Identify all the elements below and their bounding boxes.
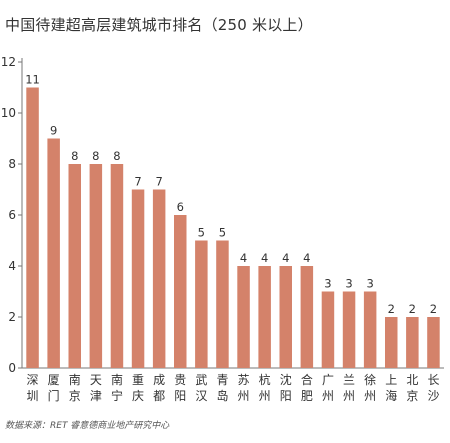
data-label: 4 <box>282 251 289 265</box>
data-label: 4 <box>303 251 310 265</box>
category-label: 天 <box>90 373 102 387</box>
data-label: 11 <box>25 73 40 87</box>
source-note: 数据来源：RET 睿意德商业地产研究中心 <box>5 421 170 431</box>
category-label: 州 <box>364 389 376 403</box>
category-label: 青 <box>216 373 228 387</box>
category-label: 汉 <box>195 389 207 403</box>
bar <box>89 164 103 368</box>
bar <box>385 317 398 368</box>
data-label: 2 <box>430 302 437 316</box>
category-label: 津 <box>90 389 102 403</box>
bar <box>174 215 187 368</box>
category-label: 南 <box>111 372 123 387</box>
data-label: 6 <box>177 200 184 214</box>
y-tick-label: 2 <box>8 310 16 324</box>
y-tick-label: 12 <box>1 55 16 69</box>
bar <box>342 291 356 368</box>
data-label: 8 <box>113 149 120 163</box>
data-label: 4 <box>261 251 268 265</box>
category-label: 深 <box>27 373 39 387</box>
bar <box>68 164 81 368</box>
category-label: 上 <box>385 373 397 387</box>
bar <box>279 266 292 368</box>
category-label: 州 <box>238 389 250 403</box>
data-label: 3 <box>345 277 352 291</box>
category-label: 广 <box>322 373 334 387</box>
category-label: 贵 <box>174 373 186 387</box>
category-label: 徐 <box>364 372 376 387</box>
data-label: 8 <box>71 149 78 163</box>
category-label: 合 <box>301 372 313 387</box>
data-label: 2 <box>409 302 416 316</box>
category-label: 宁 <box>111 388 123 403</box>
bar <box>47 138 60 368</box>
bar <box>321 291 335 368</box>
category-label: 京 <box>69 389 81 403</box>
bar <box>26 87 39 368</box>
category-label: 阳 <box>280 389 292 403</box>
bar <box>258 266 271 368</box>
category-label: 厦 <box>48 373 60 387</box>
data-label: 8 <box>92 149 99 163</box>
y-tick-label: 4 <box>8 259 16 273</box>
y-tick-label: 0 <box>8 361 16 375</box>
category-label: 长 <box>427 373 439 387</box>
data-label: 3 <box>324 277 331 291</box>
bar <box>300 266 314 368</box>
category-label: 都 <box>153 389 165 403</box>
category-label: 武 <box>195 373 207 387</box>
data-label: 7 <box>134 175 141 189</box>
category-label: 京 <box>406 389 418 403</box>
bar <box>363 291 377 368</box>
data-label: 4 <box>240 251 247 265</box>
category-label: 重 <box>132 373 144 387</box>
category-label: 南 <box>69 372 81 387</box>
category-label: 苏 <box>238 373 250 387</box>
category-label: 杭 <box>259 372 271 387</box>
data-label: 3 <box>366 277 373 291</box>
category-label: 门 <box>48 388 60 403</box>
category-label: 阳 <box>174 389 186 403</box>
bar <box>216 240 229 368</box>
category-label: 成 <box>153 373 165 387</box>
bar <box>152 189 166 368</box>
y-tick-label: 6 <box>8 208 16 222</box>
category-label: 岛 <box>216 388 228 403</box>
data-label: 9 <box>50 124 57 138</box>
data-label: 5 <box>219 226 226 240</box>
y-tick-label: 10 <box>1 106 16 120</box>
category-label: 北 <box>406 373 418 387</box>
category-label: 庆 <box>132 389 144 403</box>
category-label: 肥 <box>301 389 313 403</box>
bar <box>110 164 124 368</box>
category-label: 州 <box>343 389 355 403</box>
bar <box>195 240 208 368</box>
bar <box>427 317 440 368</box>
data-label: 5 <box>198 226 205 240</box>
category-label: 海 <box>385 388 397 403</box>
category-label: 州 <box>259 389 271 403</box>
category-label: 圳 <box>27 389 39 403</box>
chart-title: 中国待建超高层建筑城市排名（250 米以上） <box>5 16 313 34</box>
category-label: 州 <box>322 389 334 403</box>
category-label: 沙 <box>427 389 439 403</box>
bar <box>131 189 145 368</box>
bar <box>237 266 250 368</box>
y-tick-label: 8 <box>8 157 16 171</box>
category-label: 兰 <box>343 373 355 387</box>
data-label: 7 <box>155 175 162 189</box>
bar <box>406 317 419 368</box>
data-label: 2 <box>388 302 395 316</box>
category-label: 沈 <box>280 372 292 387</box>
